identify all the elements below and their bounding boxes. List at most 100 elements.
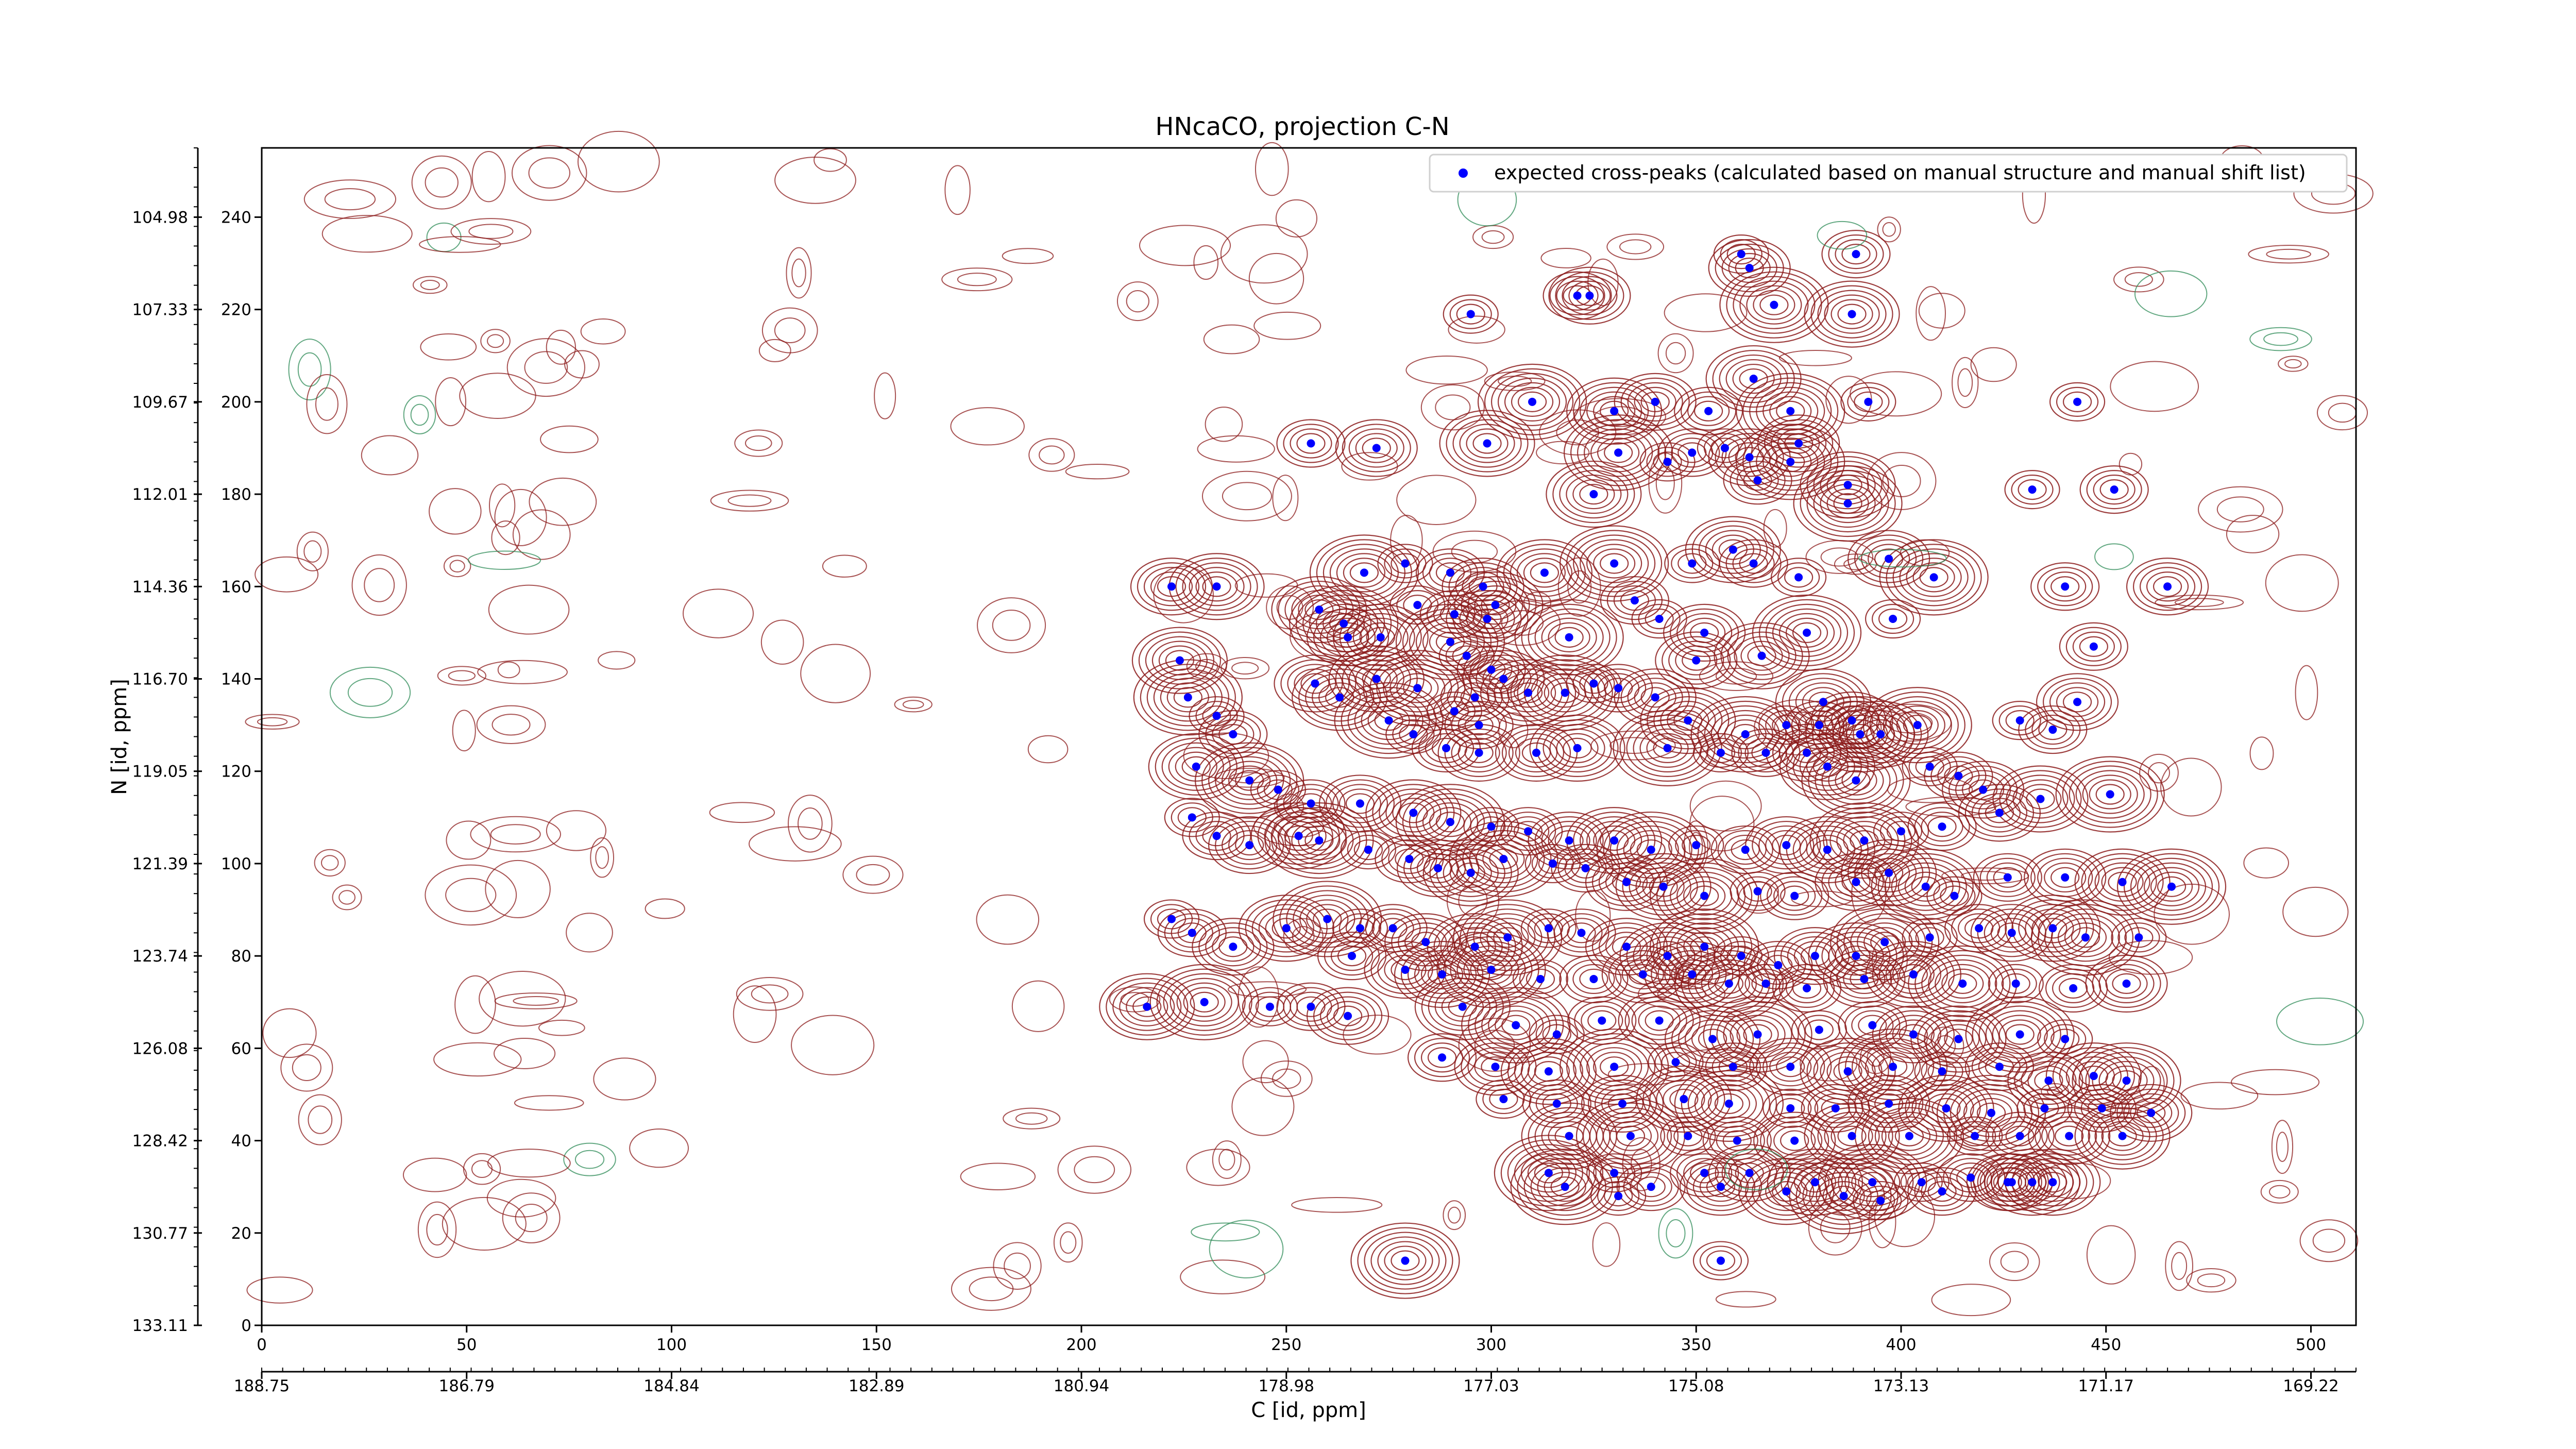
contour-ring	[1175, 751, 1217, 782]
noise-contour	[1850, 371, 1942, 417]
contour-ring	[1150, 571, 1193, 602]
contour-ring	[1149, 964, 1259, 1040]
contour-ring	[1692, 1167, 1749, 1207]
cross-peak-marker	[1315, 836, 1324, 845]
noise-contour	[1738, 881, 1780, 914]
contour-ring	[1682, 650, 1711, 671]
cross-peak-marker	[1810, 1178, 1819, 1187]
contour-ring	[1296, 433, 1326, 454]
contour-ring	[2085, 954, 2168, 1013]
noise-contour	[1053, 1222, 1083, 1263]
noise-contour	[1405, 356, 1488, 385]
noise-contour	[468, 224, 514, 239]
contour-ring	[1914, 950, 2011, 1018]
noise-contour	[993, 1242, 1042, 1290]
contour-ring	[1265, 913, 1308, 943]
contour-ring	[1836, 959, 1892, 999]
noise-contour	[2086, 1225, 2136, 1285]
noise-contour	[2113, 266, 2164, 293]
contour-ring	[1705, 530, 1761, 569]
contour-ring	[1709, 1001, 1806, 1068]
contour-ring	[2059, 1052, 2128, 1101]
contour-ring	[1859, 1185, 1902, 1216]
contour-ring	[1984, 1149, 2080, 1216]
cross-peak-marker	[1552, 1099, 1561, 1108]
contour-ring	[1530, 1162, 1600, 1211]
contour-ring	[1804, 1019, 1834, 1040]
cross-peak-marker	[1803, 748, 1811, 757]
cross-peak-marker	[1188, 813, 1196, 822]
cross-peak-marker	[1413, 601, 1422, 610]
noise-contour	[580, 318, 626, 345]
cross-peak-marker	[1438, 1053, 1447, 1062]
legend: expected cross-peaks (calculated based o…	[1429, 154, 2348, 193]
contour-ring	[1482, 1084, 1525, 1115]
noise-contour	[255, 556, 319, 593]
noise-contour	[280, 1043, 333, 1092]
contour-ring	[2059, 622, 2128, 671]
contour-ring	[1357, 1227, 1453, 1294]
cross-peak-marker	[1889, 615, 1897, 623]
contour-ring	[1339, 608, 1422, 666]
contour-ring	[1944, 904, 2014, 953]
contour-ring	[1649, 1074, 1719, 1124]
cross-peak-marker	[1684, 716, 1692, 725]
noise-contour	[564, 350, 600, 379]
contour-ring	[1813, 1047, 1883, 1096]
cross-peak-marker	[1864, 397, 1873, 406]
noise-contour	[477, 660, 568, 684]
cross-peak-marker	[1700, 942, 1709, 951]
contour-ring	[1515, 737, 1558, 768]
noise-contour	[488, 483, 516, 528]
noise-contour	[2226, 515, 2280, 553]
y-ppm-tick-label: 119.05	[132, 763, 188, 781]
noise-contour	[524, 351, 568, 384]
noise-contour	[324, 188, 376, 211]
cross-peak-marker	[1753, 887, 1762, 896]
contour-ring	[1902, 918, 1958, 957]
cross-peak-marker	[1823, 762, 1832, 771]
contour-ring	[1283, 987, 1339, 1026]
cross-peak-marker	[1753, 476, 1762, 485]
noise-contour	[1655, 466, 1675, 500]
cross-peak-marker	[2028, 485, 2037, 494]
contour-ring	[1816, 807, 1912, 874]
contour-ring	[1851, 1038, 1935, 1096]
cross-peak-marker	[1843, 499, 1852, 508]
cross-peak-marker	[1630, 596, 1639, 605]
contour-ring	[1721, 248, 1777, 288]
cross-peak-marker	[1757, 651, 1766, 660]
cross-peak-marker	[1229, 942, 1238, 951]
noise-contour	[2154, 883, 2230, 945]
contour-ring	[1566, 664, 1622, 703]
cross-peak-marker	[1458, 1002, 1467, 1011]
contour-ring	[1674, 1065, 1784, 1142]
noise-contour	[529, 477, 597, 526]
contour-ring	[2117, 922, 2160, 953]
noise-contour	[1961, 871, 2010, 881]
noise-contour	[502, 1192, 561, 1243]
noise-contour	[2284, 359, 2302, 369]
contour-ring	[1278, 812, 1361, 870]
cross-peak-marker	[1815, 721, 1823, 730]
contour-ring	[1656, 1079, 1712, 1119]
contour-ring	[1726, 271, 1822, 339]
noise-contour	[450, 218, 532, 245]
contour-ring	[1719, 354, 1788, 403]
contour-ring	[1663, 603, 1746, 662]
contour-ring	[1474, 590, 1517, 620]
x-axis-label: C [id, ppm]	[1251, 1399, 1366, 1422]
contour-ring	[1443, 294, 1499, 334]
cross-peak-marker	[1143, 1002, 1151, 1011]
noise-contour	[1925, 1026, 1964, 1066]
cross-peak-marker	[1265, 1002, 1274, 1011]
cross-peak-marker	[1466, 868, 1475, 877]
contour-ring	[1522, 1079, 1591, 1128]
cross-peak-marker	[1790, 1136, 1799, 1145]
noise-contour	[303, 540, 322, 563]
noise-contour	[1567, 570, 1592, 604]
noise-contour	[1825, 376, 1872, 424]
contour-ring	[1374, 710, 1403, 731]
negative-contour	[1725, 1148, 1788, 1190]
contour-ring	[2146, 571, 2189, 602]
